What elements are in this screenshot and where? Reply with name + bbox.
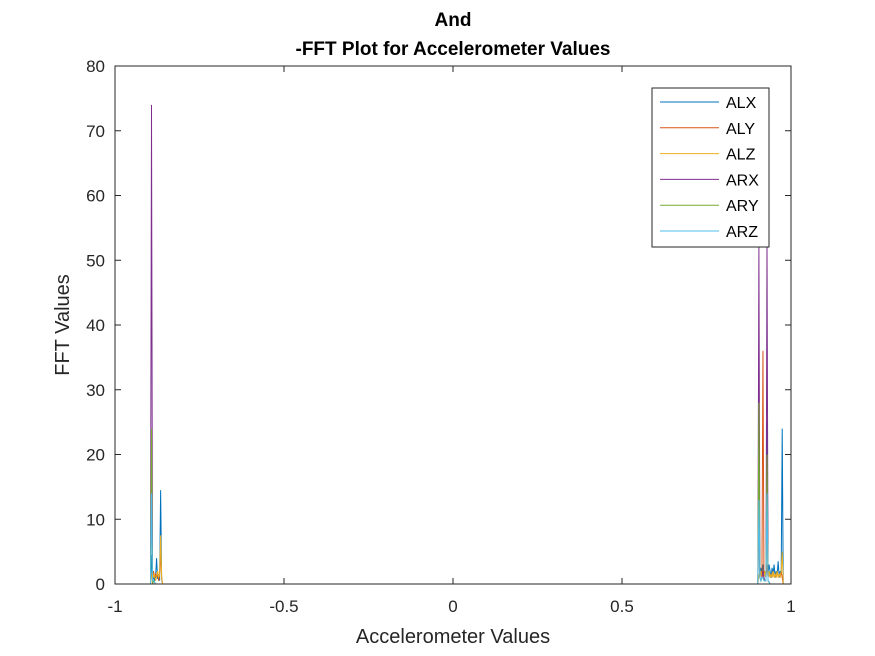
legend: ALX ALY ALZ ARX ARY ARZ: [651, 87, 770, 248]
legend-box: [651, 87, 770, 248]
legend-label-alx: ALX: [726, 95, 757, 112]
y-tick-label: 30: [86, 381, 105, 400]
chart-title-line-1: And: [435, 10, 472, 31]
legend-label-aly: ALY: [726, 121, 755, 138]
legend-label-arx: ARX: [726, 172, 759, 189]
y-tick-label: 50: [86, 251, 105, 270]
x-axis: -1 -0.5 0 0.5 1: [107, 66, 796, 616]
y-tick-label: 40: [86, 316, 105, 335]
x-tick-label: 0.5: [610, 597, 634, 616]
x-axis-label: Accelerometer Values: [356, 626, 550, 648]
x-tick-label: 1: [786, 597, 795, 616]
y-axis: 0 10 20 30 40 50 60 70 80: [86, 57, 791, 594]
series-line-arz: [149, 493, 771, 585]
legend-label-ary: ARY: [726, 198, 759, 215]
legend-label-arz: ARZ: [726, 224, 758, 241]
chart-title-line-2: -FFT Plot for Accelerometer Values: [296, 39, 611, 60]
series-layer: [149, 104, 784, 585]
y-tick-label: 10: [86, 510, 105, 529]
y-tick-label: 80: [86, 57, 105, 76]
legend-label-alz: ALZ: [726, 147, 756, 164]
y-tick-label: 60: [86, 187, 105, 206]
y-tick-label: 20: [86, 446, 105, 465]
x-tick-label: -0.5: [269, 597, 298, 616]
x-tick-label: -1: [107, 597, 122, 616]
x-tick-label: 0: [448, 597, 457, 616]
y-axis-label: FFT Values: [52, 274, 74, 376]
y-tick-label: 0: [96, 575, 105, 594]
y-tick-label: 70: [86, 122, 105, 141]
